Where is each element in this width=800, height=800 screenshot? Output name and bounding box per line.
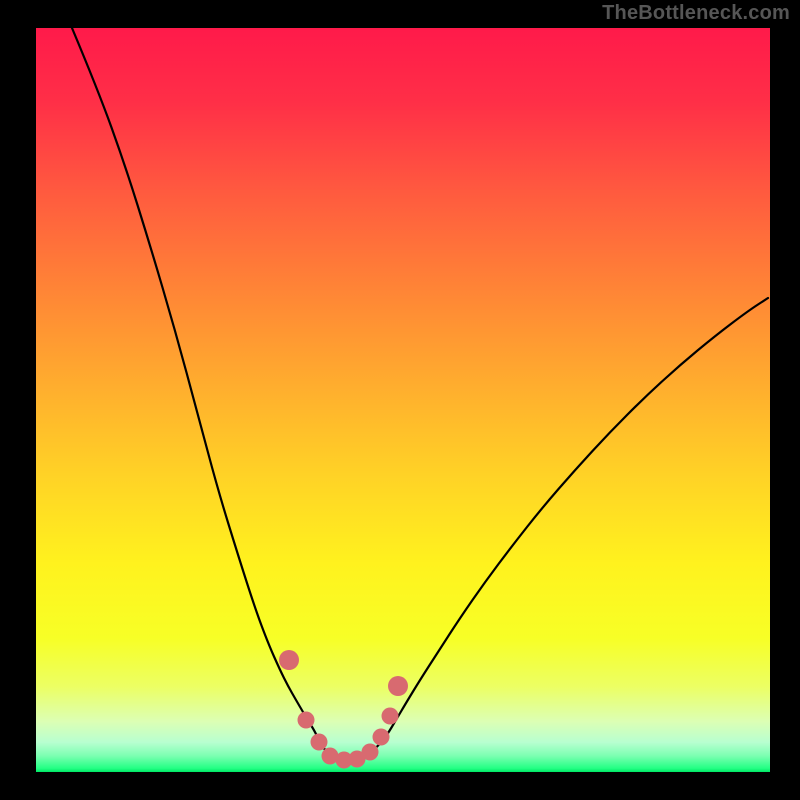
bottleneck-chart: [0, 0, 800, 800]
marker-dot: [298, 712, 315, 729]
watermark-text: TheBottleneck.com: [602, 2, 790, 25]
marker-dot: [373, 729, 390, 746]
marker-dot: [311, 734, 328, 751]
chart-frame: { "watermark": { "text": "TheBottleneck.…: [0, 0, 800, 800]
marker-dot: [388, 676, 408, 696]
marker-dot: [362, 744, 379, 761]
marker-dot: [382, 708, 399, 725]
marker-dot: [279, 650, 299, 670]
gradient-background: [36, 28, 770, 772]
